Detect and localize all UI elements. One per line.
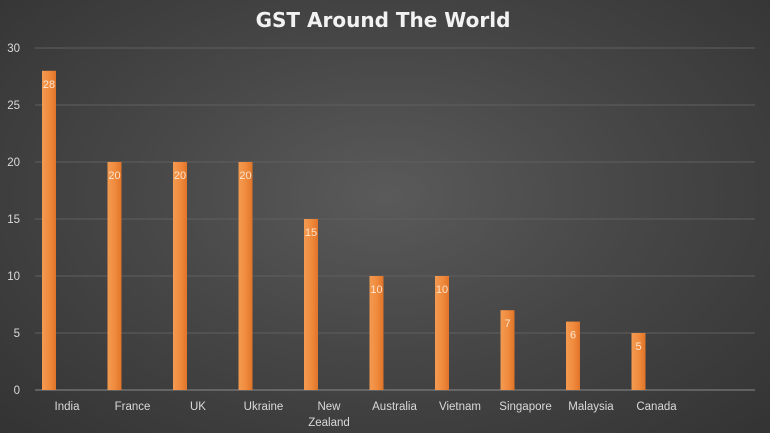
data-label: 28	[43, 79, 55, 91]
x-category-label: Vietnam	[439, 401, 481, 413]
chart-title: GST Around The World	[256, 8, 511, 32]
data-labels: 28 20 20 20 15 10 10 7 6 5	[43, 79, 642, 353]
data-label: 6	[570, 330, 576, 342]
bar-vietnam	[435, 276, 449, 390]
data-label: 20	[108, 170, 120, 182]
y-tick-label: 20	[7, 157, 20, 169]
x-category-label: India	[55, 401, 81, 413]
bar-australia	[369, 276, 384, 390]
x-category-label-line: Vietnam	[439, 401, 481, 413]
x-category-label-line: India	[55, 401, 81, 413]
bar-uk	[173, 162, 187, 390]
y-axis-ticks: 0 5 10 15 20 25 30	[7, 43, 20, 397]
x-category-label-line: Canada	[636, 401, 677, 413]
data-label: 5	[635, 341, 641, 353]
data-label: 15	[305, 227, 317, 239]
x-category-label: Malaysia	[568, 401, 614, 413]
x-category-label-line: Zealand	[308, 417, 350, 429]
x-category-label: UK	[190, 401, 206, 413]
y-tick-label: 30	[7, 43, 20, 55]
bar-malaysia	[566, 321, 580, 390]
x-category-label: Canada	[636, 401, 677, 413]
y-tick-label: 0	[14, 385, 20, 397]
x-category-label-line: Malaysia	[568, 401, 614, 413]
bar-india	[42, 70, 56, 391]
x-category-label-line: New	[317, 401, 341, 413]
gridlines	[35, 47, 755, 391]
data-label: 20	[239, 170, 251, 182]
x-category-label-line: UK	[190, 401, 206, 413]
data-label: 10	[436, 284, 448, 296]
x-category-label: Singapore	[499, 401, 551, 413]
x-category-label: Ukraine	[244, 401, 284, 413]
bar-new-zealand	[304, 219, 318, 390]
x-category-label-line: Ukraine	[244, 401, 284, 413]
data-label: 20	[174, 170, 186, 182]
x-axis-categories: India France UK Ukraine New Zealand Australia V…	[55, 401, 678, 429]
bar-france	[107, 162, 122, 390]
data-label: 10	[370, 284, 382, 296]
x-category-label-line: France	[115, 401, 151, 413]
x-category-label-line: Australia	[372, 401, 417, 413]
x-category-label: New Zealand	[308, 401, 350, 429]
x-category-label: France	[115, 401, 151, 413]
y-tick-label: 5	[14, 328, 20, 340]
bars	[42, 70, 646, 391]
bar-ukraine	[238, 162, 253, 390]
x-category-label: Australia	[372, 401, 417, 413]
y-tick-label: 10	[7, 271, 20, 283]
y-tick-label: 25	[7, 100, 20, 112]
y-tick-label: 15	[7, 214, 20, 226]
bar-canada	[631, 333, 646, 390]
x-category-label-line: Singapore	[499, 401, 551, 413]
bar-singapore	[500, 310, 515, 390]
data-label: 7	[504, 318, 510, 330]
